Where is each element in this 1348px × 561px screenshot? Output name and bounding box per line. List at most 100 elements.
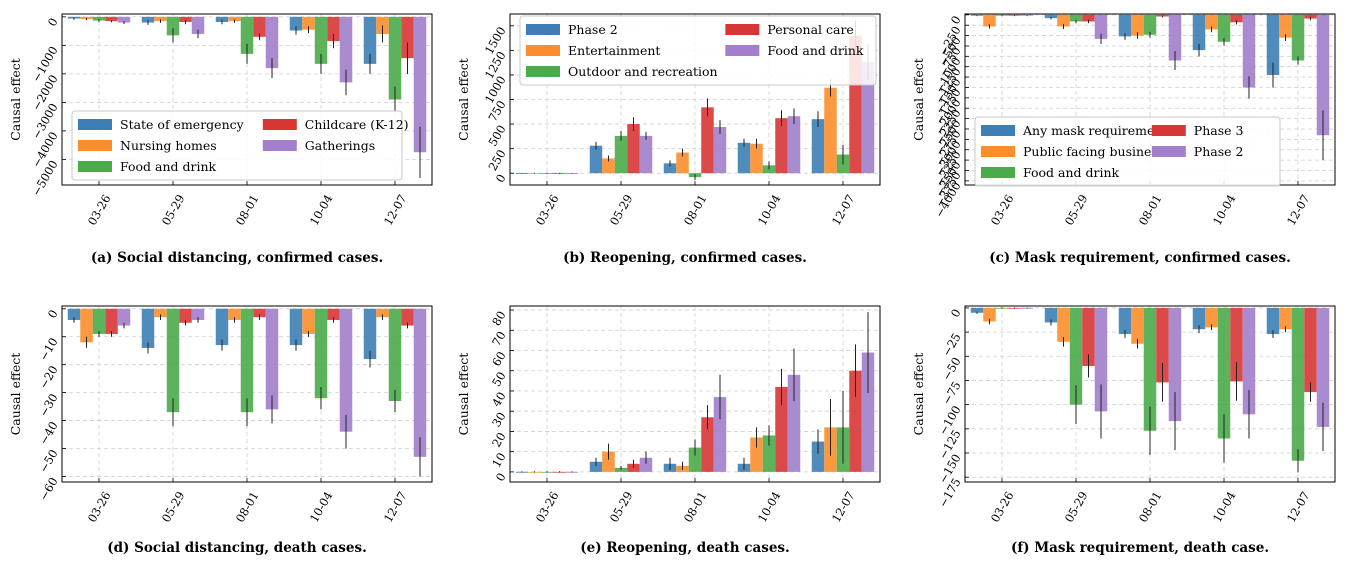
y-tick-label: −25 <box>939 331 963 359</box>
x-tick-label: 03-26 <box>533 489 562 525</box>
y-axis-label: Causal effect <box>911 353 926 436</box>
y-tick-label: 80 <box>489 309 508 329</box>
bar-nursing-homes-10-04 <box>302 308 315 334</box>
x-tick-label: 05-29 <box>607 192 636 228</box>
bar-public-facing-businesses-08-01 <box>1131 307 1144 344</box>
x-tick-label: 10-04 <box>307 192 336 228</box>
y-axis-label: Causal effect <box>456 58 471 141</box>
x-tick-label: 03-26 <box>85 192 114 228</box>
x-tick-label: 03-26 <box>85 489 114 525</box>
legend-entry: Any mask requirement <box>1022 123 1168 138</box>
y-tick-label: −50 <box>939 355 963 383</box>
y-tick-label: 0 <box>493 172 509 185</box>
bar-food-and-drink-05-29 <box>1069 307 1083 405</box>
legend-entry: Nursing homes <box>120 138 217 153</box>
legend-entry: Childcare (K-12) <box>305 117 409 132</box>
bar-childcare-k-12--08-01 <box>253 16 266 37</box>
bar-gatherings-03-26 <box>117 308 131 326</box>
bar-food-and-drink-03-26 <box>92 16 106 21</box>
bar-food-and-drink-10-04 <box>314 16 328 64</box>
bar-any-mask-requirement-12-07 <box>1266 307 1280 335</box>
x-tick-label: 12-07 <box>829 489 858 525</box>
legend-swatch <box>981 125 1015 136</box>
bar-public-facing-businesses-10-04 <box>1205 14 1218 30</box>
bar-food-and-drink-05-29 <box>166 16 180 36</box>
bar-outdoor-and-recreation-10-04 <box>762 435 776 472</box>
bar-entertainment-10-04 <box>750 143 763 174</box>
bar-any-mask-requirement-10-04 <box>1192 14 1206 51</box>
bar-phase-2-08-01 <box>1168 14 1182 61</box>
bar-personal-care-03-26 <box>553 173 566 175</box>
bar-nursing-homes-12-07 <box>376 308 389 318</box>
bar-food-and-drink-05-29 <box>1069 14 1083 22</box>
bar-phase-2-10-04 <box>737 142 751 174</box>
legend-swatch <box>262 140 297 151</box>
x-tick-label: 08-01 <box>681 489 710 525</box>
bar-phase-2-05-29 <box>1094 14 1108 39</box>
x-tick-label: 03-26 <box>533 192 562 228</box>
bar-food-and-drink-12-07 <box>388 308 402 401</box>
y-tick-label: 70 <box>489 329 508 349</box>
legend-box <box>974 116 1281 187</box>
bar-phase-2-12-07 <box>811 441 825 472</box>
bar-food-and-drink-12-07 <box>388 16 402 100</box>
x-tick-label: 05-29 <box>607 489 636 525</box>
bar-any-mask-requirement-05-29 <box>1044 307 1058 323</box>
bar-state-of-emergency-12-07 <box>363 16 377 64</box>
bar-childcare-k-12--12-07 <box>401 308 414 326</box>
legend-swatch <box>262 119 297 130</box>
y-tick-label: −75 <box>939 379 963 407</box>
y-tick-label: 1500 <box>482 24 509 56</box>
bar-phase-3-08-01 <box>1156 307 1169 383</box>
bar-personal-care-08-01 <box>701 107 714 174</box>
legend-swatch <box>78 140 112 151</box>
panel-caption: (f) Mask requirement, death case. <box>1011 540 1269 556</box>
bar-any-mask-requirement-08-01 <box>1118 14 1132 37</box>
legend-swatch <box>725 24 760 35</box>
bar-food-and-drink-03-26 <box>565 173 579 175</box>
x-tick-label: 08-01 <box>1136 489 1165 525</box>
legend-entry: Public facing businesses <box>1023 144 1178 159</box>
x-tick-label: 05-29 <box>1062 192 1091 228</box>
bar-gatherings-10-04 <box>339 308 353 432</box>
bar-state-of-emergency-05-29 <box>141 16 155 23</box>
y-tick-label: −30 <box>36 391 60 419</box>
bar-personal-care-10-04 <box>775 118 788 174</box>
legend-entry: Phase 3 <box>1194 123 1244 138</box>
bar-entertainment-10-04 <box>750 437 763 472</box>
y-tick-label: 0 <box>45 307 61 320</box>
bar-food-and-drink-10-04 <box>1217 307 1231 439</box>
y-tick-label: −50 <box>36 447 60 475</box>
bar-food-and-drink-05-29 <box>166 308 180 413</box>
bar-nursing-homes-08-01 <box>228 308 241 320</box>
bar-food-and-drink-12-07 <box>1291 14 1305 61</box>
bar-state-of-emergency-08-01 <box>215 308 229 346</box>
bar-phase-3-12-07 <box>1304 14 1317 19</box>
bar-any-mask-requirement-03-26 <box>970 307 984 313</box>
bar-entertainment-03-26 <box>528 173 541 175</box>
x-tick-label: 08-01 <box>1136 192 1165 228</box>
bar-phase-3-10-04 <box>1230 14 1243 23</box>
bar-state-of-emergency-03-26 <box>67 308 81 320</box>
bar-phase-2-10-04 <box>1242 307 1256 415</box>
bar-childcare-k-12--05-29 <box>179 16 192 22</box>
bar-entertainment-05-29 <box>602 451 615 472</box>
bar-public-facing-businesses-12-07 <box>1279 14 1292 38</box>
bar-food-and-drink-08-01 <box>240 308 254 413</box>
legend: State of emergency Nursing homes Food and … <box>71 110 409 181</box>
legend-entry: Food and drink <box>1023 165 1120 180</box>
bar-any-mask-requirement-10-04 <box>1192 307 1206 330</box>
x-tick-label: 10-04 <box>755 489 784 525</box>
x-tick-label: 03-26 <box>988 192 1017 228</box>
bar-public-facing-businesses-10-04 <box>1205 307 1218 328</box>
y-tick-label: 0 <box>493 470 509 483</box>
y-tick-label: −10 <box>36 335 60 363</box>
legend-entry: State of emergency <box>120 117 245 132</box>
bar-phase-2-12-07 <box>1316 14 1330 136</box>
legend-swatch <box>725 45 760 56</box>
x-tick-label: 03-26 <box>988 489 1017 525</box>
x-tick-label: 12-07 <box>829 192 858 228</box>
bar-childcare-k-12--10-04 <box>327 16 340 42</box>
bar-food-and-drink-10-04 <box>1217 14 1231 42</box>
